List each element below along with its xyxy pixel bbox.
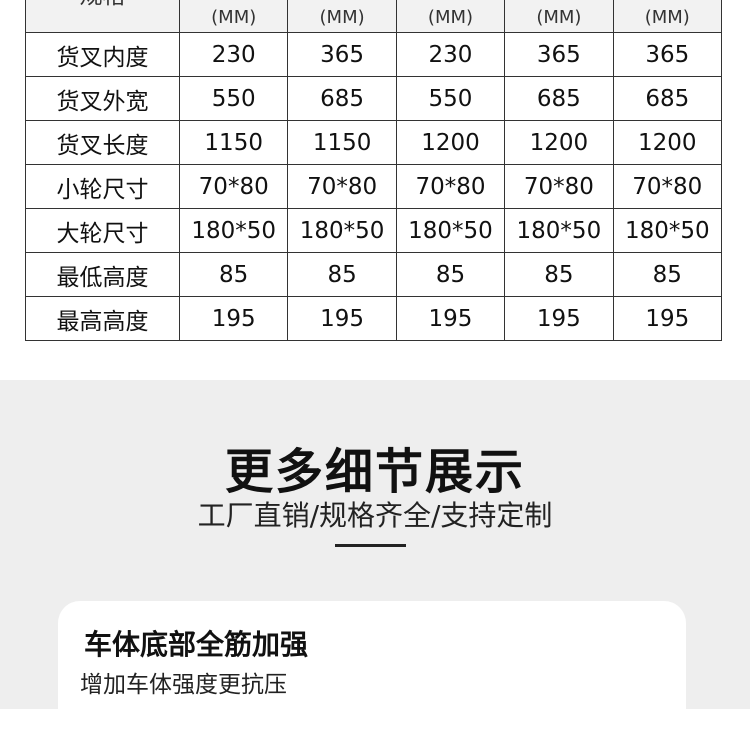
value-cell: 85 [395,252,506,297]
value-cell: 70*80 [178,164,289,209]
value-cell: 70*80 [287,164,397,209]
value-cell: 1150 [287,120,397,165]
value-cell: 365 [504,32,614,77]
value-cell: 685 [504,76,614,121]
details-title: 更多细节展示 [224,444,525,500]
value-cell: 195 [395,296,506,341]
value-cell: 85 [504,252,614,297]
value-cell: 195 [504,296,614,341]
value-cell: 685 [612,76,723,121]
value-cell: 70*80 [395,164,506,209]
row-label: 货叉长度 [25,120,180,165]
table-row: 货叉外宽 550 685 550 685 685 [25,76,723,121]
spec-table: 规格 (MM) (MM) (MM) (MM) (MM) 货叉内度23036523… [25,0,723,341]
value-cell: 85 [178,252,289,297]
table-row: 最高高度 195 195 195 195 195 [25,296,723,341]
value-cell: 70*80 [504,164,614,209]
row-label: 货叉外宽 [25,76,180,121]
unit-cell: (MM) [287,0,397,33]
row-label: 最高高度 [25,296,180,341]
row-label: 最低高度 [25,252,180,297]
value-cell: 195 [612,296,723,341]
feature-title: 车体底部全筋加强 [84,628,309,661]
divider [335,544,406,547]
row-label: 大轮尺寸 [25,208,180,253]
value-cell: 180*50 [178,208,289,253]
value-cell: 365 [612,32,723,77]
value-cell: 550 [178,76,289,121]
value-cell: 85 [287,252,397,297]
value-cell: 230 [395,32,506,77]
value-cell: 1200 [612,120,723,165]
value-cell: 1150 [178,120,289,165]
value-cell: 1200 [395,120,506,165]
table-row: 货叉长度 1150 1150 1200 1200 1200 [25,120,723,165]
value-cell: 365 [287,32,397,77]
value-cell: 685 [287,76,397,121]
feature-card: 车体底部全筋加强 增加车体强度更抗压 [58,601,686,741]
unit-cell: (MM) [395,0,506,33]
value-cell: 70*80 [612,164,723,209]
feature-description: 增加车体强度更抗压 [80,672,287,698]
unit-cell: (MM) [178,0,289,33]
table-row: 货叉内度 230 365 230 365 365 [25,32,723,77]
details-subtitle: 工厂直销/规格齐全/支持定制 [197,499,553,532]
value-cell: 550 [395,76,506,121]
value-cell: 1200 [504,120,614,165]
value-cell: 180*50 [287,208,397,253]
value-cell: 180*50 [612,208,723,253]
value-cell: 195 [178,296,289,341]
row-label: 小轮尺寸 [25,164,180,209]
table-row: 大轮尺寸 180*50 180*50 180*50 180*50 180*50 [25,208,723,253]
spec-header-label: 规格 [25,0,180,33]
table-row: 小轮尺寸 70*80 70*80 70*80 70*80 70*80 [25,164,723,209]
value-cell: 85 [612,252,723,297]
row-label: 货叉内度 [25,32,180,77]
value-cell: 180*50 [395,208,506,253]
value-cell: 195 [287,296,397,341]
unit-cell: (MM) [504,0,614,33]
spec-header-row: 规格 (MM) (MM) (MM) (MM) (MM) [25,0,723,33]
value-cell: 180*50 [504,208,614,253]
value-cell: 230 [178,32,289,77]
unit-cell: (MM) [612,0,723,33]
table-row: 最低高度 85 85 85 85 85 [25,252,723,297]
